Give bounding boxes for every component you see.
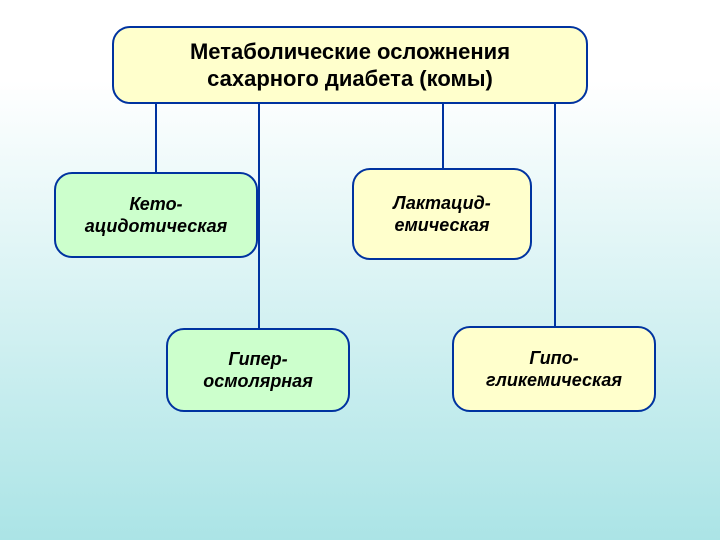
connector-hyper: [258, 104, 260, 328]
node-keto-line2: ацидотическая: [85, 216, 227, 236]
node-keto-text: Кето- ацидотическая: [85, 193, 227, 238]
node-hyper-line1: Гипер-: [228, 349, 287, 369]
node-hypo-line1: Гипо-: [529, 348, 578, 368]
node-lact: Лактацид- емическая: [352, 168, 532, 260]
connector-lact: [442, 104, 444, 168]
title-node: Метаболические осложнения сахарного диаб…: [112, 26, 588, 104]
node-lact-line2: емическая: [394, 215, 489, 235]
node-hyper: Гипер- осмолярная: [166, 328, 350, 412]
node-lact-line1: Лактацид-: [393, 193, 490, 213]
node-hypo-line2: гликемическая: [486, 370, 622, 390]
node-hypo-text: Гипо- гликемическая: [486, 347, 622, 392]
node-hypo: Гипо- гликемическая: [452, 326, 656, 412]
connector-hypo: [554, 104, 556, 326]
node-keto: Кето- ацидотическая: [54, 172, 258, 258]
title-line1: Метаболические осложнения: [190, 39, 510, 64]
node-lact-text: Лактацид- емическая: [393, 192, 490, 237]
node-keto-line1: Кето-: [129, 194, 182, 214]
title-text: Метаболические осложнения сахарного диаб…: [190, 38, 510, 93]
connector-keto: [155, 104, 157, 172]
title-line2: сахарного диабета (комы): [207, 66, 493, 91]
node-hyper-line2: осмолярная: [203, 371, 313, 391]
node-hyper-text: Гипер- осмолярная: [203, 348, 313, 393]
